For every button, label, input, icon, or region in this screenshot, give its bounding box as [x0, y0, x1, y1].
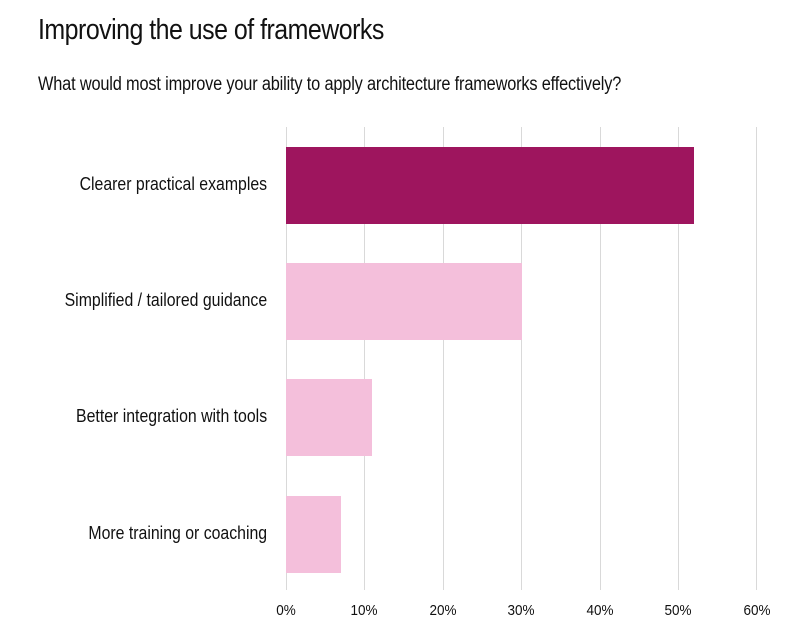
gridline-50 — [678, 127, 679, 590]
category-label: Simplified / tailored guidance — [64, 290, 267, 310]
x-tick-label: 60% — [743, 602, 771, 619]
x-tick-label: 40% — [586, 602, 614, 619]
gridline-30 — [521, 127, 522, 590]
x-tick-label: 20% — [429, 602, 457, 619]
gridline-20 — [443, 127, 444, 590]
bar-better-integration-with-tools — [286, 379, 373, 456]
plot-area — [286, 127, 757, 590]
x-tick-label: 0% — [276, 602, 296, 619]
gridline-40 — [600, 127, 601, 590]
gridline-60 — [756, 127, 757, 590]
category-label: Better integration with tools — [75, 406, 267, 426]
bar-clearer-practical-examples — [286, 147, 695, 224]
chart-title: Improving the use of frameworks — [38, 14, 384, 46]
chart-subtitle: What would most improve your ability to … — [38, 74, 622, 95]
x-tick-label: 10% — [350, 602, 378, 619]
category-label: More training or coaching — [88, 523, 267, 543]
gridline-0 — [286, 127, 287, 590]
bar-more-training-or-coaching — [286, 496, 341, 573]
gridline-10 — [364, 127, 365, 590]
bar-simplified-tailored-guidance — [286, 263, 522, 340]
category-label: Clearer practical examples — [79, 174, 267, 194]
x-tick-label: 30% — [507, 602, 535, 619]
x-tick-label: 50% — [664, 602, 692, 619]
